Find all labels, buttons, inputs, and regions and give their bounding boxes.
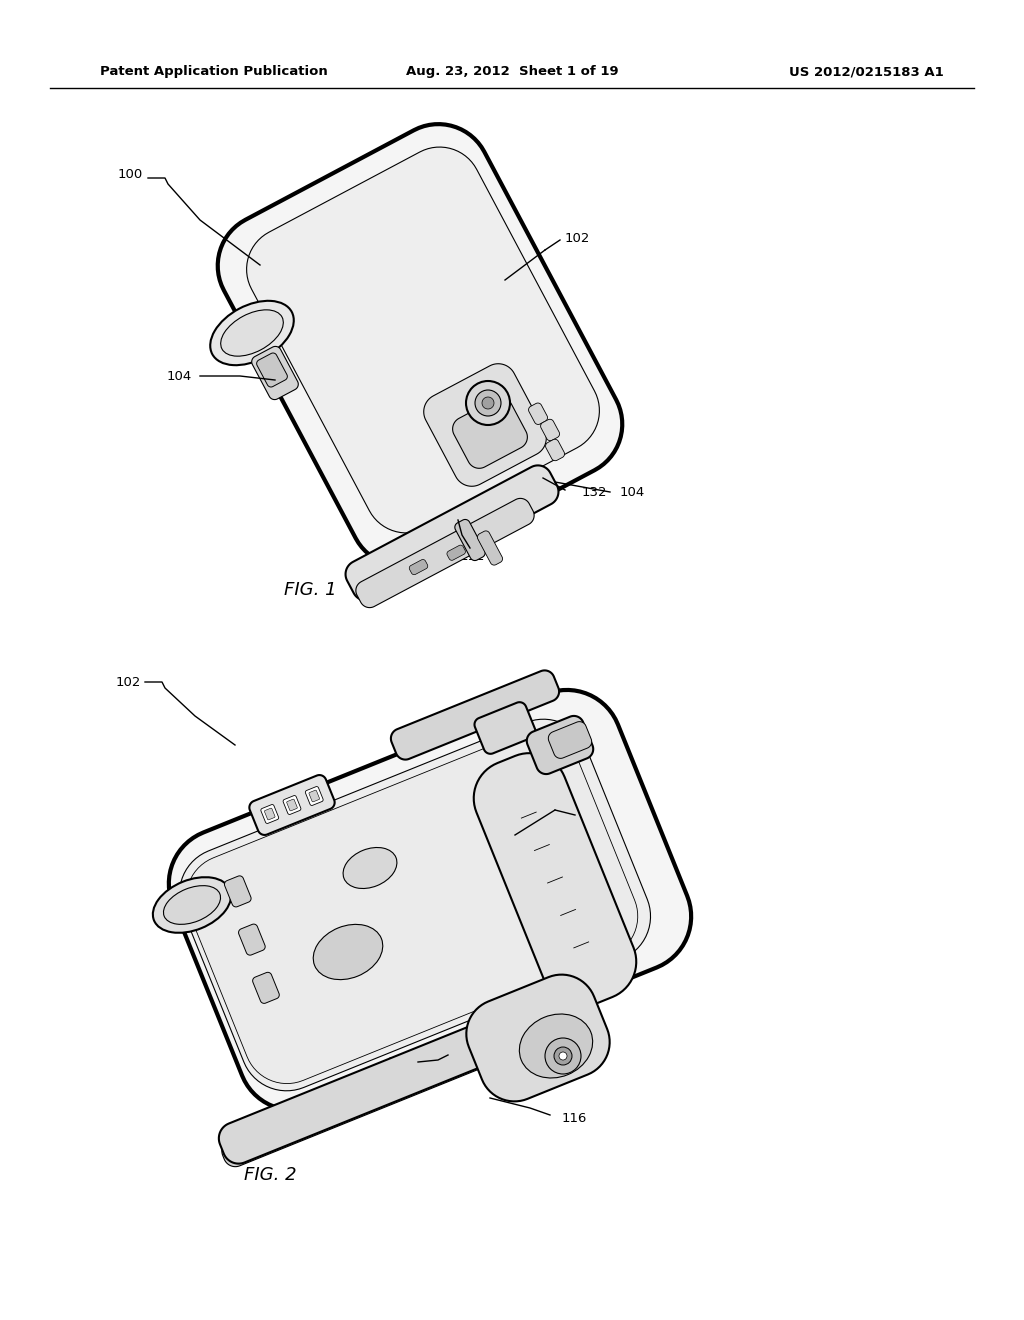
Text: 106: 106 xyxy=(585,808,610,821)
Polygon shape xyxy=(345,466,558,601)
Polygon shape xyxy=(391,671,559,759)
Polygon shape xyxy=(455,520,485,561)
Polygon shape xyxy=(257,352,288,387)
Polygon shape xyxy=(356,499,535,607)
Polygon shape xyxy=(526,715,593,774)
Ellipse shape xyxy=(519,1014,593,1078)
Polygon shape xyxy=(224,876,251,907)
Polygon shape xyxy=(186,730,638,1084)
Text: FIG. 2: FIG. 2 xyxy=(244,1166,296,1184)
Polygon shape xyxy=(247,147,599,533)
Polygon shape xyxy=(218,124,623,566)
Text: 132: 132 xyxy=(582,486,607,499)
Polygon shape xyxy=(446,545,466,560)
Text: 112: 112 xyxy=(459,550,484,564)
Polygon shape xyxy=(250,775,335,836)
Polygon shape xyxy=(474,702,536,754)
Ellipse shape xyxy=(343,847,397,888)
Polygon shape xyxy=(264,808,275,820)
Polygon shape xyxy=(410,560,428,574)
Polygon shape xyxy=(424,364,546,486)
Text: US 2012/0215183 A1: US 2012/0215183 A1 xyxy=(790,66,944,78)
Text: 116: 116 xyxy=(562,1111,588,1125)
Text: FIG. 1: FIG. 1 xyxy=(284,581,336,599)
Polygon shape xyxy=(305,787,324,805)
Ellipse shape xyxy=(313,924,383,979)
Circle shape xyxy=(466,381,510,425)
Polygon shape xyxy=(219,986,591,1164)
Circle shape xyxy=(475,389,501,416)
Text: 102: 102 xyxy=(565,231,591,244)
Polygon shape xyxy=(528,403,548,425)
Polygon shape xyxy=(169,690,691,1110)
Polygon shape xyxy=(222,1010,568,1167)
Polygon shape xyxy=(546,440,564,461)
Ellipse shape xyxy=(164,886,220,924)
Polygon shape xyxy=(239,924,265,956)
Polygon shape xyxy=(548,722,592,759)
Polygon shape xyxy=(179,719,650,1090)
Text: Aug. 23, 2012  Sheet 1 of 19: Aug. 23, 2012 Sheet 1 of 19 xyxy=(406,66,618,78)
Text: Patent Application Publication: Patent Application Publication xyxy=(100,66,328,78)
Polygon shape xyxy=(541,420,559,441)
Text: 104: 104 xyxy=(167,370,193,383)
Text: 104: 104 xyxy=(620,486,645,499)
Ellipse shape xyxy=(210,301,294,366)
Polygon shape xyxy=(466,974,609,1101)
Polygon shape xyxy=(283,796,301,814)
Polygon shape xyxy=(252,346,298,400)
Polygon shape xyxy=(261,805,279,824)
Polygon shape xyxy=(287,799,297,810)
Polygon shape xyxy=(453,397,527,469)
Text: 102: 102 xyxy=(116,676,140,689)
Circle shape xyxy=(482,397,494,409)
Polygon shape xyxy=(309,791,319,801)
Ellipse shape xyxy=(221,310,284,356)
Text: 100: 100 xyxy=(118,169,142,181)
Polygon shape xyxy=(477,531,503,565)
Circle shape xyxy=(559,1052,567,1060)
Text: 114: 114 xyxy=(388,1056,413,1068)
Circle shape xyxy=(545,1038,581,1074)
Circle shape xyxy=(554,1047,572,1065)
Polygon shape xyxy=(253,973,280,1003)
Polygon shape xyxy=(474,754,636,1007)
Ellipse shape xyxy=(153,878,231,933)
